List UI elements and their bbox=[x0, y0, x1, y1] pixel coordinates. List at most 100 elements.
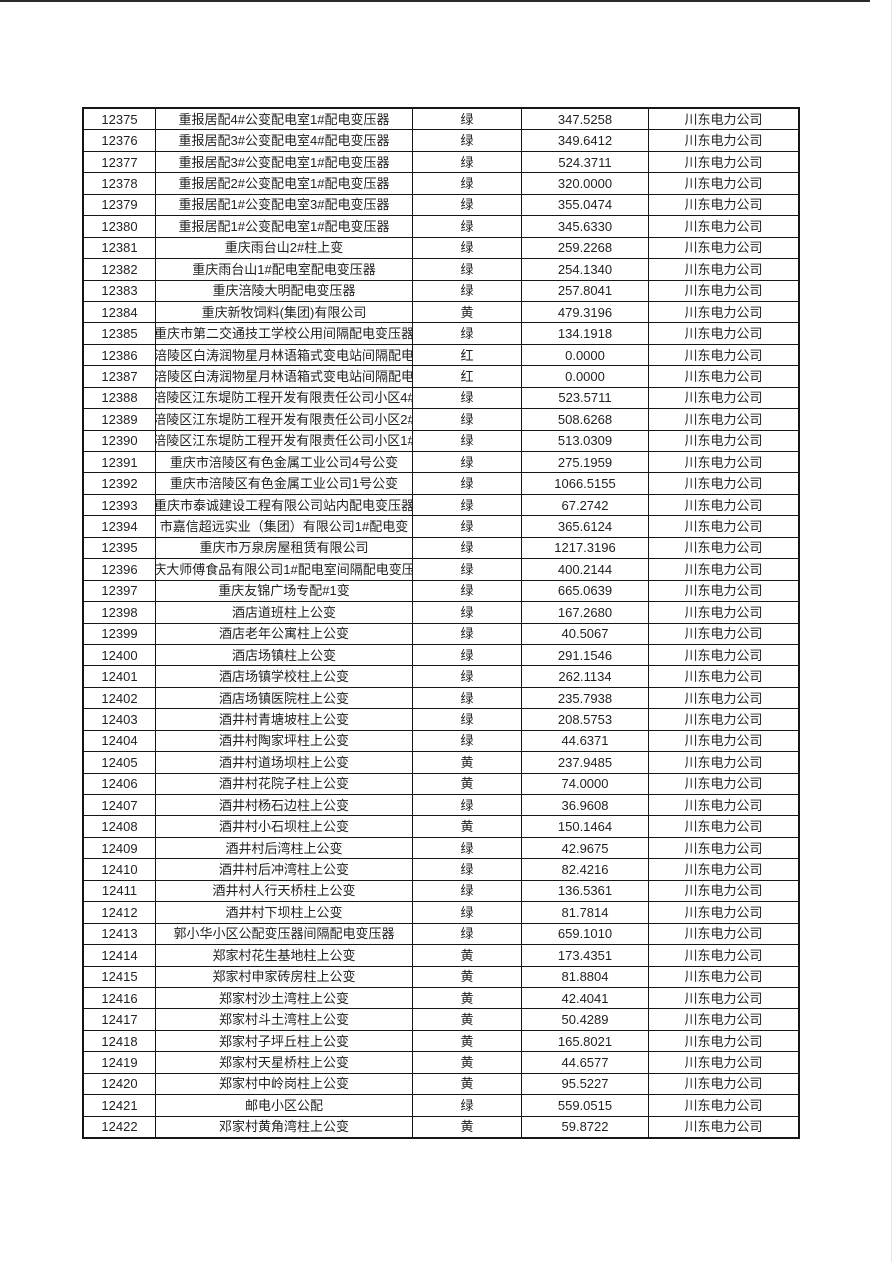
table-row: 12382 重庆雨台山1#配电室配电变压器绿 254.1340 川东电力公司 bbox=[84, 259, 798, 281]
status-flag-cell: 绿 bbox=[413, 730, 522, 752]
company-cell: 川东电力公司 bbox=[684, 519, 763, 535]
table-row: 12383 重庆涪陵大明配电变压器绿 257.8041 川东电力公司 bbox=[84, 280, 798, 302]
company-cell: 川东电力公司 bbox=[684, 261, 763, 277]
company-cell: 川东电力公司 bbox=[684, 390, 763, 406]
capacity-value-cell: 345.6330 bbox=[522, 216, 649, 237]
company-cell: 川东电力公司 bbox=[684, 733, 763, 749]
company-cell: 川东电力公司 bbox=[684, 776, 763, 792]
device-name-cell: 郑家村中岭岗柱上公变 bbox=[156, 1073, 413, 1095]
row-id-cell: 12413 bbox=[84, 923, 156, 945]
company-cell: 川东电力公司 bbox=[684, 1097, 763, 1113]
device-name-cell: 邮电小区公配 bbox=[156, 1095, 413, 1116]
company-cell: 川东电力公司 bbox=[684, 347, 763, 363]
company-cell: 川东电力公司 bbox=[684, 368, 763, 384]
capacity-value-cell: 0.0000 bbox=[522, 366, 649, 387]
company-cell: 川东电力公司 bbox=[684, 1076, 763, 1092]
table-row: 12418 郑家村子坪丘柱上公变黄 165.8021 川东电力公司 bbox=[84, 1030, 798, 1053]
device-name-cell: 涪陵区江东堤防工程开发有限责任公司小区2# bbox=[156, 409, 413, 430]
capacity-value-cell: 173.4351 bbox=[522, 945, 649, 966]
capacity-value-cell: 82.4216 bbox=[522, 859, 649, 880]
capacity-value-cell: 44.6371 bbox=[522, 730, 649, 752]
row-id-cell: 12417 bbox=[84, 1009, 156, 1030]
device-name-cell: 重报居配2#公变配电室1#配电变压器 bbox=[156, 173, 413, 194]
table-row: 12391 重庆市涪陵区有色金属工业公司4号公变绿 275.1959 川东电力公司 bbox=[84, 452, 798, 474]
row-id-cell: 12386 bbox=[84, 344, 156, 366]
status-flag-cell: 绿 bbox=[413, 559, 522, 580]
row-id-cell: 12412 bbox=[84, 902, 156, 923]
table-row: 12417 郑家村斗土湾柱上公变黄 50.4289 川东电力公司 bbox=[84, 1009, 798, 1031]
status-flag-cell: 绿 bbox=[413, 644, 522, 666]
device-name-cell: 重庆市第二交通技工学校公用间隔配电变压器 bbox=[156, 323, 413, 344]
company-cell: 川东电力公司 bbox=[684, 626, 763, 642]
table-row: 12403 酒井村青塘坡柱上公变绿 208.5753 川东电力公司 bbox=[84, 709, 798, 731]
capacity-value-cell: 237.9485 bbox=[522, 752, 649, 773]
device-name-cell: 酒井村道场坝柱上公变 bbox=[156, 752, 413, 773]
device-name-cell: 重报居配4#公变配电室1#配电变压器 bbox=[156, 109, 413, 130]
row-id-cell: 12416 bbox=[84, 987, 156, 1009]
status-flag-cell: 绿 bbox=[413, 237, 522, 259]
table-row: 12377 重报居配3#公变配电室1#配电变压器绿 524.3711 川东电力公司 bbox=[84, 151, 798, 174]
table-row: 12376 重报居配3#公变配电室4#配电变压器绿 349.6412 川东电力公司 bbox=[84, 130, 798, 152]
row-id-cell: 12380 bbox=[84, 216, 156, 237]
capacity-value-cell: 262.1134 bbox=[522, 666, 649, 687]
table-row: 12413 郭小华小区公配变压器间隔配电变压器绿 659.1010 川东电力公司 bbox=[84, 923, 798, 946]
row-id-cell: 12419 bbox=[84, 1052, 156, 1073]
device-name-cell: 酒店场镇柱上公变 bbox=[156, 644, 413, 666]
row-id-cell: 12392 bbox=[84, 473, 156, 494]
device-name-cell: 重庆市泰诚建设工程有限公司站内配电变压器 bbox=[156, 494, 413, 516]
capacity-value-cell: 400.2144 bbox=[522, 559, 649, 580]
table-row: 12393 重庆市泰诚建设工程有限公司站内配电变压器绿 67.2742 川东电力公司 bbox=[84, 494, 798, 517]
table-row: 12411 酒井村人行天桥柱上公变绿 136.5361 川东电力公司 bbox=[84, 880, 798, 903]
company-cell: 川东电力公司 bbox=[684, 133, 763, 149]
table-row: 12408 酒井村小石坝柱上公变黄 150.1464 川东电力公司 bbox=[84, 816, 798, 838]
capacity-value-cell: 355.0474 bbox=[522, 194, 649, 216]
status-flag-cell: 绿 bbox=[413, 494, 522, 516]
device-name-cell: 重报居配3#公变配电室4#配电变压器 bbox=[156, 130, 413, 151]
table-row: 12390 涪陵区江东堤防工程开发有限责任公司小区1# 绿 513.0309 川东电力公… bbox=[84, 430, 798, 452]
row-id-cell: 12388 bbox=[84, 387, 156, 409]
table-row: 12384 重庆新牧饲料(集团)有限公司黄 479.3196 川东电力公司 bbox=[84, 301, 798, 324]
company-cell: 川东电力公司 bbox=[684, 561, 763, 577]
capacity-value-cell: 275.1959 bbox=[522, 452, 649, 473]
table-row: 12414 郑家村花生基地柱上公变黄 173.4351 川东电力公司 bbox=[84, 945, 798, 967]
status-flag-cell: 黄 bbox=[413, 1009, 522, 1030]
company-cell: 川东电力公司 bbox=[684, 904, 763, 920]
capacity-value-cell: 208.5753 bbox=[522, 709, 649, 730]
status-flag-cell: 黄 bbox=[413, 1030, 522, 1052]
table-row: 12388 涪陵区江东堤防工程开发有限责任公司小区4# 绿 523.5711 川东电力公… bbox=[84, 387, 798, 410]
row-id-cell: 12375 bbox=[84, 109, 156, 130]
device-name-cell: 酒井村后冲湾柱上公变 bbox=[156, 859, 413, 880]
capacity-value-cell: 665.0639 bbox=[522, 580, 649, 602]
capacity-value-cell: 42.4041 bbox=[522, 987, 649, 1009]
table-row: 12406 酒井村花院子柱上公变黄 74.0000 川东电力公司 bbox=[84, 773, 798, 795]
device-name-cell: 重庆新牧饲料(集团)有限公司 bbox=[156, 301, 413, 323]
row-id-cell: 12411 bbox=[84, 880, 156, 902]
capacity-value-cell: 349.6412 bbox=[522, 130, 649, 151]
device-name-cell: 酒井村青塘坡柱上公变 bbox=[156, 709, 413, 730]
capacity-value-cell: 42.9675 bbox=[522, 837, 649, 859]
table-row: 12395 重庆市万泉房屋租赁有限公司绿 1217.3196 川东电力公司 bbox=[84, 537, 798, 560]
capacity-value-cell: 165.8021 bbox=[522, 1030, 649, 1052]
table-row: 12422 邓家村黄角湾柱上公变黄 59.8722 川东电力公司 bbox=[84, 1116, 798, 1137]
status-flag-cell: 绿 bbox=[413, 709, 522, 730]
status-flag-cell: 绿 bbox=[413, 580, 522, 602]
row-id-cell: 12398 bbox=[84, 602, 156, 623]
device-name-cell: 酒店道班柱上公变 bbox=[156, 602, 413, 623]
company-cell: 川东电力公司 bbox=[684, 711, 763, 727]
table-row: 12407 酒井村杨石边柱上公变绿 36.9608 川东电力公司 bbox=[84, 795, 798, 817]
capacity-value-cell: 524.3711 bbox=[522, 151, 649, 173]
table-row: 12412 酒井村下坝柱上公变绿 81.7814 川东电力公司 bbox=[84, 902, 798, 924]
company-cell: 川东电力公司 bbox=[684, 283, 763, 299]
company-cell: 川东电力公司 bbox=[684, 926, 763, 942]
row-id-cell: 12422 bbox=[84, 1116, 156, 1137]
row-id-cell: 12383 bbox=[84, 280, 156, 301]
capacity-value-cell: 320.0000 bbox=[522, 173, 649, 194]
company-cell: 川东电力公司 bbox=[684, 497, 763, 513]
status-flag-cell: 黄 bbox=[413, 987, 522, 1009]
status-flag-cell: 黄 bbox=[413, 966, 522, 987]
status-flag-cell: 绿 bbox=[413, 130, 522, 151]
table-row: 12401 酒店场镇学校柱上公变绿 262.1134 川东电力公司 bbox=[84, 666, 798, 688]
table-row: 12397 重庆友锦广场专配#1变绿 665.0639 川东电力公司 bbox=[84, 580, 798, 603]
table-row: 12410 酒井村后冲湾柱上公变绿 82.4216 川东电力公司 bbox=[84, 859, 798, 881]
company-cell: 川东电力公司 bbox=[684, 411, 763, 427]
